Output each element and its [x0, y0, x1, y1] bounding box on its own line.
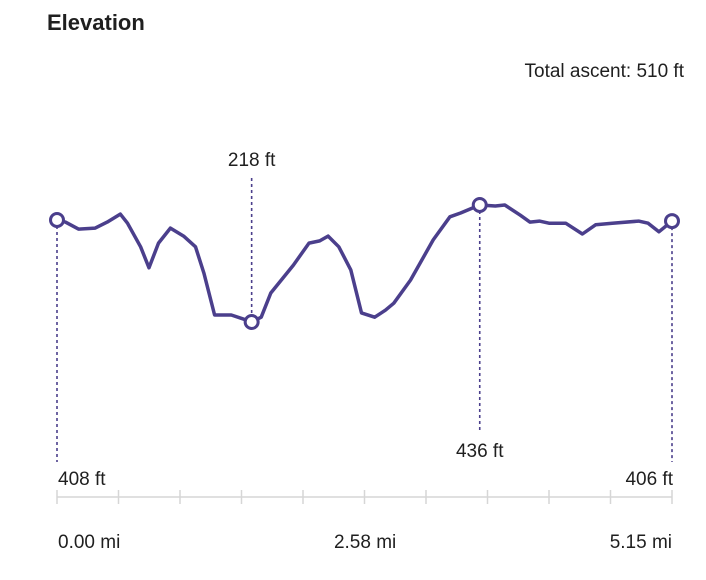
marker-label: 436 ft	[456, 441, 504, 462]
x-tick-label: 2.58 mi	[334, 532, 396, 553]
marker-label: 408 ft	[58, 469, 106, 490]
total-ascent: Total ascent: 510 ft	[524, 61, 685, 82]
marker-point	[471, 196, 488, 213]
marker-point	[243, 313, 260, 330]
x-tick-label: 5.15 mi	[610, 532, 672, 553]
marker-point	[49, 212, 65, 228]
marker-label: 406 ft	[625, 469, 673, 490]
marker-label: 218 ft	[228, 150, 276, 171]
marker-point	[664, 213, 680, 230]
elevation-line	[55, 203, 674, 324]
chart-title: Elevation	[47, 10, 145, 35]
x-tick-label: 0.00 mi	[58, 532, 120, 553]
